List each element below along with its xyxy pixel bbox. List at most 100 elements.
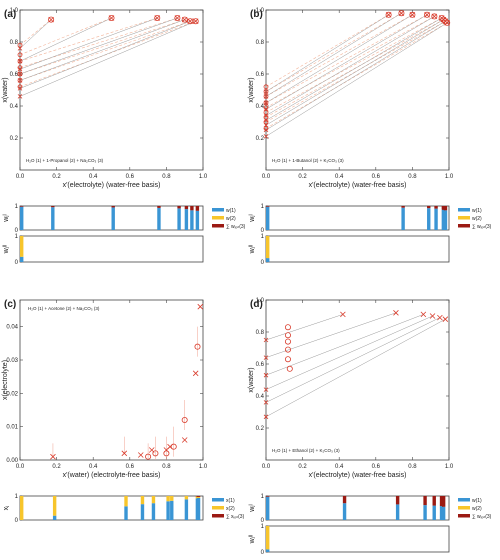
sim-point [48,16,55,23]
composition-bars: 0 1 wⱼᴵᴵ [3,234,204,266]
y-tick-label: 0.8 [256,40,265,46]
bar-segment-w1 [441,209,446,230]
x-tick-label: 1.0 [445,174,454,180]
tie-line-exp [19,17,112,62]
legend-swatch [212,506,224,510]
system-label: H₂O (1) + 1-Butanol (2) + K₂CO₃ (3) [272,158,344,163]
exp-point [167,443,173,450]
system-label: H₂O (1) + 1-Propanol (2) + Na₂CO₃ (3) [26,158,104,163]
exp-point [17,86,23,91]
sim-point [163,450,170,457]
x-tick-label: 0.4 [89,174,98,180]
sim-point [398,10,405,17]
bar-segment-w1 [166,501,170,520]
bar-tick-label: 0 [261,228,265,234]
tie-line-exp [265,317,440,403]
x-tick-label: 1.0 [445,464,454,470]
exp-point [192,370,199,377]
bar-segment-w2 [151,496,156,504]
bar-tick-label: 0 [261,260,265,266]
exp-point [263,372,269,378]
composition-bars: 0 1 wⱼᴵ w(1) w(2) ∑ wᵢₒₙ(3) [249,204,492,234]
panel-c: (c) 0.0 0.2 0.4 0.6 0.8 1.0 0.00 0.01 0.02 0.03 0.0… [2,299,245,524]
tie-line-sim [19,20,191,81]
bar-segment-w1 [342,503,347,520]
exp-point [263,118,269,123]
tie-line-exp [19,17,178,75]
sim-point [263,110,269,115]
legend-entry: w(2) [472,506,482,512]
tie-line-exp [19,17,158,70]
y-axis-label: x(water) [2,77,9,102]
x-tick-label: 0.2 [52,174,61,180]
bar-frame [19,235,204,263]
bar-segment-w1 [111,207,115,230]
exp-point [263,113,269,118]
legend-entry: w(2) [226,216,236,222]
tie-line-sim [265,14,389,88]
bar-tick-label: 0 [15,260,19,266]
panel-label: (c) [4,299,16,310]
sim-point [17,58,23,64]
legend-entry: w(1) [472,208,482,214]
tie-line-sim [265,14,428,104]
sim-point [263,100,269,106]
x-tick-label: 0.4 [335,464,344,470]
bar-segment-w1 [51,207,55,230]
exp-point [437,314,443,321]
bar-segment-w3 [441,496,446,507]
tie-line-sim [19,20,196,88]
bar-segment-w1 [20,206,24,230]
sim-point [263,84,269,90]
tie-line-exp [265,14,389,92]
exp-point [181,437,188,443]
y-tick-label: 0.00 [6,458,18,464]
bar-segment-w1 [52,515,57,520]
exp-point [263,122,269,128]
tie-line-exp [265,315,433,390]
composition-bars: 0 1 wⱼᴵ w(1) w(2) ∑ wᵢₒₙ(3) [249,494,492,524]
sim-point [194,343,201,350]
legend-entry: ∑ xᵢₒₙ(3) [226,514,245,520]
bar-segment-w1 [266,549,270,552]
y-tick-label: 0.2 [256,136,265,142]
bar-segment-w1 [439,506,444,520]
panel-d: (d) 0.0 0.2 0.4 0.6 0.8 1.0 0.2 0.4 0.6 0.8 1.0 x'(e… [248,298,492,556]
x-tick-label: 0.4 [89,464,98,470]
bar-tick-label: 0 [15,228,19,234]
bar-segment-w2 [52,496,57,516]
tie-line-sim [265,17,442,113]
composition-bars: 0 1 wⱼᴵᴵ [249,234,450,266]
sim-point [284,338,291,345]
exp-point [17,71,23,77]
sim-point [438,14,445,21]
bar-segment-w1 [184,499,189,520]
x-axis-label: x'(electrolyte) (water-free basis) [309,472,407,479]
sim-point [263,94,269,99]
legend-swatch [212,208,224,212]
bar-segment-w3 [439,496,444,507]
tie-line-sim [19,17,112,56]
exp-point [393,310,399,316]
panel-a: (a) 0.0 0.2 0.4 0.6 0.8 1.0 0.2 0.4 0.6 0.8 1.0 x'(e… [2,8,246,266]
exp-point [17,58,23,64]
bar-segment-w2 [184,496,189,500]
x-tick-label: 0.0 [262,174,271,180]
exp-point [148,447,155,453]
x-tick-label: 0.0 [16,174,25,180]
tie-line-exp [19,19,52,49]
tie-line-exp [265,17,442,121]
exp-point [263,355,269,360]
bar-segment-w2 [266,526,270,550]
bar-segment-w3 [51,206,55,208]
y-tick-label: 0.6 [10,72,19,78]
panel-b: (b) 0.0 0.2 0.4 0.6 0.8 1.0 0.2 0.4 0.6 0.8 1.0 x'(e… [248,8,492,266]
bar-segment-w3 [195,206,200,211]
exp-point [137,452,144,458]
tie-line-exp [265,312,397,358]
exp-point [263,337,269,343]
x-axis-label: x'(electrolyte) (water-free basis) [309,182,407,189]
legend-swatch [458,506,470,510]
tie-line-exp [19,20,191,89]
legend-swatch [212,216,224,220]
